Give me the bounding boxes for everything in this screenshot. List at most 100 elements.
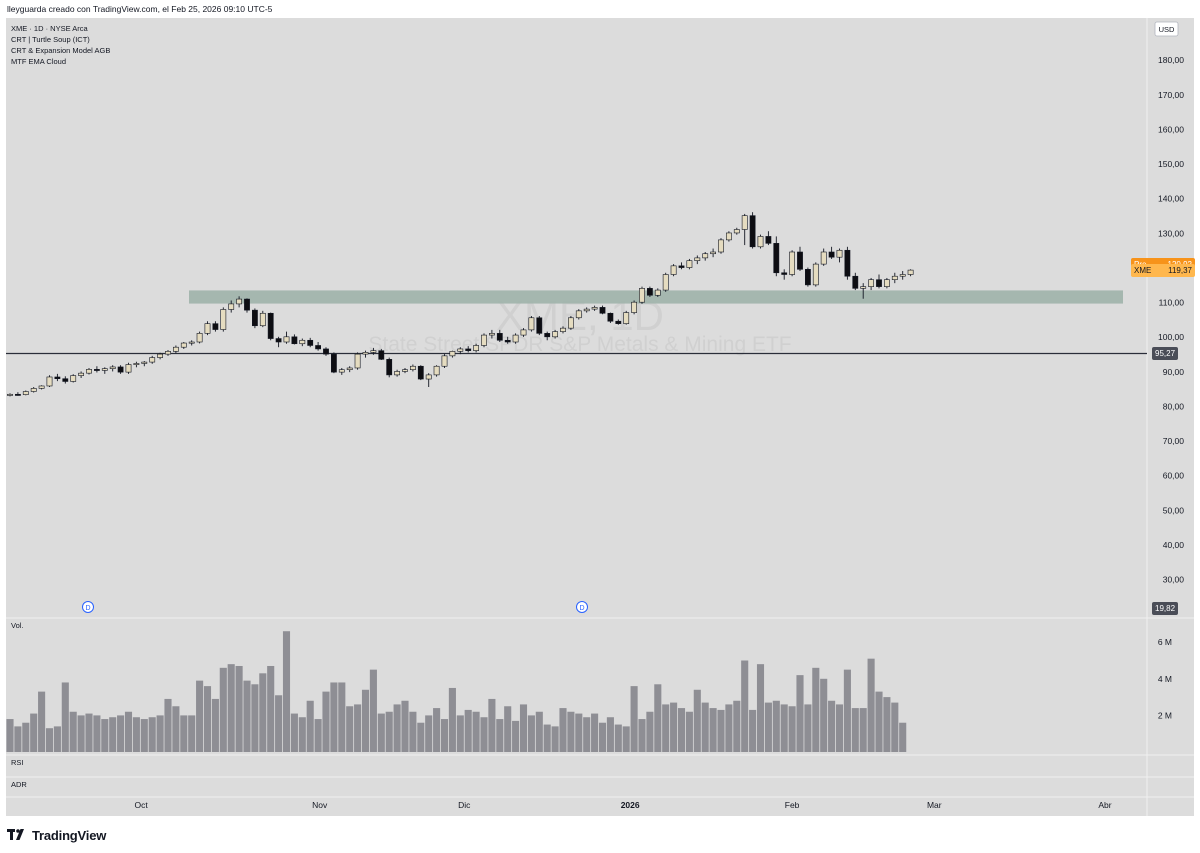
volume-bar xyxy=(61,682,69,752)
price-tick-label: 50,00 xyxy=(1163,505,1185,515)
candle xyxy=(891,272,898,284)
candle xyxy=(465,346,472,353)
candle xyxy=(797,246,803,272)
candle-body-down xyxy=(797,251,803,270)
supply-demand-zone[interactable] xyxy=(189,290,1123,304)
volume-bar xyxy=(172,706,180,752)
candle xyxy=(567,316,574,330)
rsi-pane-bg xyxy=(6,755,1147,777)
candle-body-up xyxy=(402,369,408,372)
price-chart[interactable]: XME, 1D State Street SPDR S&P Metals & M… xyxy=(0,18,1200,818)
volume-bar xyxy=(662,704,670,752)
candle-body-up xyxy=(157,353,163,358)
candle xyxy=(149,355,156,364)
candle-body-up xyxy=(149,357,156,363)
volume-bar xyxy=(654,684,662,752)
candle-body-up xyxy=(741,215,748,230)
candle-body-down xyxy=(852,275,859,289)
event-markers[interactable]: D D xyxy=(82,601,588,613)
candle xyxy=(402,367,408,374)
candle-body-up xyxy=(899,274,906,277)
volume-bar xyxy=(693,689,701,752)
candle xyxy=(157,352,163,360)
candle xyxy=(804,267,811,287)
volume-bar xyxy=(788,706,796,752)
volume-bar xyxy=(630,686,638,752)
candle xyxy=(607,312,614,323)
legend-indicator[interactable]: CRT & Expansion Model AGB xyxy=(11,46,111,55)
price-tick-label: 30,00 xyxy=(1163,575,1185,585)
candle-body-up xyxy=(165,351,171,355)
volume-bar xyxy=(820,678,828,752)
candle xyxy=(101,367,108,374)
price-tick-label: 110,00 xyxy=(1159,298,1185,308)
candle xyxy=(109,365,116,372)
legend-symbol[interactable]: XME · 1D · NYSE Arca xyxy=(11,24,88,33)
volume-bar xyxy=(448,687,456,752)
candle xyxy=(299,338,306,347)
candle xyxy=(520,328,527,337)
legend-indicator[interactable]: CRT | Turtle Soup (ICT) xyxy=(11,35,90,44)
price-tick-label: 180,00 xyxy=(1158,55,1184,65)
volume-bar xyxy=(559,708,567,752)
volume-bar xyxy=(433,708,441,752)
volume-bar xyxy=(164,698,172,752)
candle xyxy=(694,255,701,265)
candle-body-down xyxy=(876,279,882,287)
candle-body-up xyxy=(694,257,701,261)
candle xyxy=(678,262,685,270)
candle xyxy=(512,333,519,344)
price-tick-label: 130,00 xyxy=(1158,228,1184,238)
candle xyxy=(725,231,732,242)
volume-bar xyxy=(543,724,551,752)
candle-body-up xyxy=(757,236,764,248)
volume-bar xyxy=(30,713,38,752)
volume-pane-label[interactable]: Vol. xyxy=(11,621,24,630)
volume-bar xyxy=(575,713,583,752)
volume-bar xyxy=(219,667,227,752)
candle xyxy=(204,321,211,336)
candle xyxy=(883,277,890,289)
candle xyxy=(46,375,53,388)
candle xyxy=(457,347,464,355)
rsi-pane-label[interactable]: RSI xyxy=(11,758,24,767)
candle-body-down xyxy=(781,272,788,275)
candle xyxy=(828,246,835,259)
candle-body-up xyxy=(283,336,290,343)
volume-bar xyxy=(685,711,693,752)
volume-bar xyxy=(180,715,188,752)
candle-body-up xyxy=(868,279,874,287)
volume-bar xyxy=(377,713,385,752)
candle xyxy=(773,236,780,277)
volume-bar xyxy=(243,680,251,752)
candle-body-down xyxy=(599,307,606,314)
candle xyxy=(370,347,377,355)
price-tick-label: 140,00 xyxy=(1158,194,1184,204)
candle xyxy=(338,367,345,375)
volume-tick-label: 6 M xyxy=(1158,637,1172,647)
volume-bar xyxy=(354,704,362,752)
candle xyxy=(844,246,851,280)
legend-indicator[interactable]: MTF EMA Cloud xyxy=(11,57,67,66)
candle-body-up xyxy=(236,298,242,305)
candle xyxy=(354,352,361,370)
candle-body-up xyxy=(662,274,669,291)
candle xyxy=(733,227,740,235)
volume-bar xyxy=(38,691,46,752)
dividend-event-icon[interactable] xyxy=(82,601,94,613)
candle-body-up xyxy=(623,312,630,324)
candle-body-down xyxy=(607,312,614,322)
candle-body-up xyxy=(812,263,819,286)
dividend-event-icon[interactable] xyxy=(576,601,588,613)
volume-bar xyxy=(267,665,275,752)
candle-body-up xyxy=(70,375,77,382)
candle xyxy=(386,357,393,378)
volume-bar xyxy=(306,700,314,752)
currency-button[interactable] xyxy=(1154,21,1179,37)
volume-bar xyxy=(835,704,844,752)
adr-pane-label[interactable]: ADR xyxy=(11,780,27,789)
candle xyxy=(646,286,653,298)
price-axis-bg xyxy=(1147,18,1194,816)
candle-body-up xyxy=(204,323,211,334)
price-tick-label: 40,00 xyxy=(1163,540,1185,550)
